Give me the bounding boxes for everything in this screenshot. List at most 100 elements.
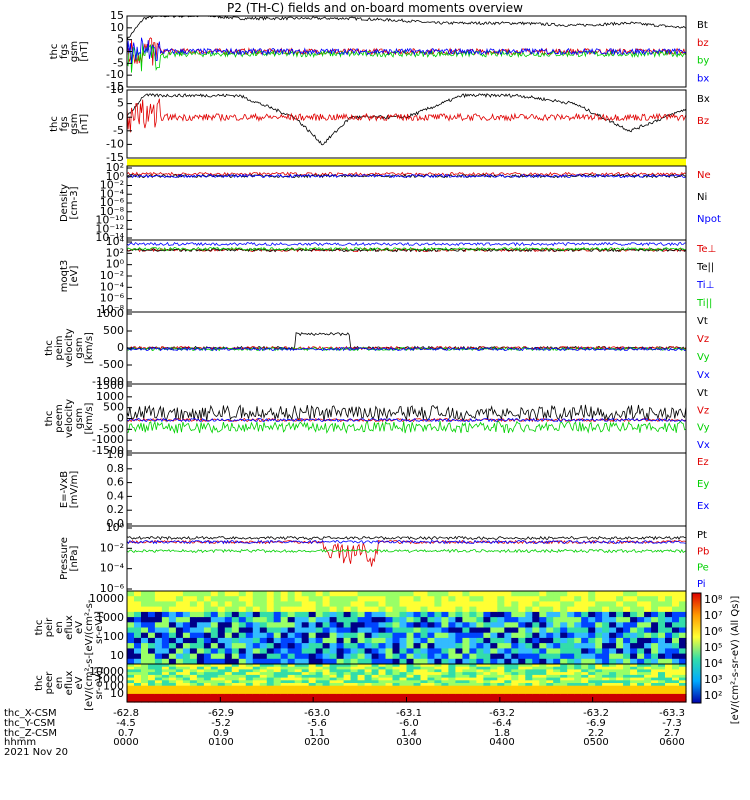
panel-frame: [126, 89, 687, 159]
legend-entry: Vy: [697, 423, 710, 434]
electron-spectrogram: [127, 664, 687, 703]
y-axis-label: gsm: [74, 337, 85, 358]
y-tick-label: -1500: [92, 444, 124, 457]
y-axis-label: velocity: [64, 328, 75, 367]
y-tick-label: 1000: [96, 611, 124, 624]
series-line-Pt: [126, 535, 687, 541]
y-tick-label: -500: [99, 358, 124, 371]
y-axis-label: eflux: [64, 671, 75, 696]
legend-entry: Ti⊥: [696, 280, 714, 291]
y-axis-label: [cm-3]: [69, 186, 80, 219]
colorbar-label: [eV/(cm²-s-sr-eV) (All Qs)]: [730, 596, 741, 725]
y-tick-label: -1000: [92, 433, 124, 446]
series-line-Ne: [126, 171, 687, 177]
y-tick-label: 15: [110, 9, 124, 22]
legend-entry: Vt: [697, 388, 708, 399]
footer-value: 0400: [489, 737, 515, 749]
y-axis-label: sr-eV)]: [94, 611, 105, 644]
legend-entry: Bt: [697, 20, 708, 31]
y-axis-label: thc: [49, 44, 60, 60]
series-line-Bx: [126, 93, 687, 146]
y-tick-label: 0: [117, 412, 124, 425]
footer-row-x: thc_X-CSM -62.8 -62.9 -63.0 -63.1 -63.2 …: [4, 708, 685, 719]
y-tick-label: 10⁻⁴: [100, 280, 125, 293]
legend-entry: Ne: [697, 170, 711, 181]
footer-value: 0.7: [118, 727, 134, 739]
y-tick-label: -1000: [92, 375, 124, 388]
y-axis-label: [eV/(cm²-s-: [84, 655, 95, 711]
footer-value: -62.8: [113, 708, 139, 719]
y-tick-label: 1.0: [107, 448, 125, 461]
y-axis-label: [eV]: [69, 266, 80, 287]
footer-row-z: thc_Z-CSM 0.7 0.9 1.1 1.4 1.8 2.2 2.7: [4, 727, 684, 739]
legend-entry: bx: [697, 73, 709, 84]
panel-frame: [126, 15, 687, 88]
series-line-Vy: [126, 420, 687, 435]
footer-value: 0200: [304, 737, 330, 749]
legend-entry: Ez: [697, 457, 709, 468]
y-tick-label: 10: [110, 21, 124, 34]
footer-value: 0600: [659, 737, 685, 749]
y-axis-label: [km/s]: [84, 402, 95, 434]
y-tick-label: 10⁻²: [100, 269, 124, 282]
legend-entry: Pt: [697, 530, 707, 541]
y-axis-label: [nT]: [79, 114, 90, 134]
legend-entry: Ex: [697, 501, 709, 512]
y-tick-label: 10²: [106, 246, 124, 259]
footer-date: 2021 Nov 20: [4, 747, 69, 759]
footer-value: 2.2: [588, 727, 604, 739]
footer-value: -63.2: [489, 708, 515, 719]
legend-entry: Te⊥: [696, 244, 716, 255]
y-tick-label: 10000: [89, 592, 124, 605]
footer-label: hhmm: [4, 737, 37, 749]
y-axis-label: thc: [44, 340, 55, 356]
y-tick-label: 10: [110, 83, 124, 96]
spacecraft-mode-bar: [127, 159, 686, 166]
legend-entry: Vz: [697, 334, 709, 345]
legend-entry: Ni: [697, 192, 707, 203]
legend-entry: by: [697, 56, 709, 67]
footer-value: -5.2: [211, 717, 231, 729]
y-tick-label: 100: [103, 680, 124, 693]
footer-value: 0000: [113, 737, 139, 749]
y-tick-label: 10⁴: [106, 235, 125, 248]
y-tick-label: 10000: [89, 665, 124, 678]
y-tick-label: 10⁻¹⁴: [95, 231, 124, 244]
series-line-bx: [126, 37, 687, 65]
y-axis-label: gsm: [74, 408, 85, 429]
colorbar-tick-label: 10⁸: [704, 593, 723, 606]
y-tick-label: 100: [103, 630, 124, 643]
y-axis-label: Pressure: [59, 537, 70, 580]
footer-value: -63.3: [659, 708, 685, 719]
colorbar-tick-label: 10⁷: [704, 609, 722, 622]
orbit-footer: thc_X-CSM -62.8 -62.9 -63.0 -63.1 -63.2 …: [4, 708, 685, 799]
footer-value: 1.1: [309, 727, 325, 739]
y-axis-label: peem: [54, 404, 65, 432]
y-tick-label: 0.8: [107, 462, 125, 475]
y-tick-label: 10⁻⁶: [100, 196, 125, 209]
y-tick-label: 10⁻⁴: [100, 562, 125, 575]
series-line-Ti⊥: [126, 241, 686, 247]
y-axis-label: gsm: [69, 41, 80, 62]
footer-value: 1.4: [401, 727, 417, 739]
y-axis-label: peer: [44, 671, 55, 695]
ion-spectrogram: [127, 591, 687, 665]
footer-value: 0500: [583, 737, 609, 749]
legend-entry: Te||: [696, 262, 714, 273]
y-tick-label: 10⁻¹²: [95, 222, 124, 235]
y-tick-label: 0: [117, 45, 124, 58]
y-axis-label: sr-eV)]: [94, 666, 105, 699]
series-line-Pe: [126, 548, 687, 554]
y-tick-label: 10⁻⁴: [100, 187, 125, 200]
series-line-Ni: [126, 173, 687, 179]
y-axis-label: thc: [34, 675, 45, 691]
y-tick-label: 0.6: [107, 476, 125, 489]
y-tick-label: 5: [117, 33, 124, 46]
footer-value: -6.0: [399, 717, 419, 729]
y-axis-label: [nT]: [79, 41, 90, 61]
legend-entry: Vx: [697, 440, 710, 451]
y-tick-label: 10⁻⁶: [100, 582, 125, 595]
footer-row-date: 2021 Nov 20: [4, 748, 684, 758]
footer-value: -63.2: [583, 708, 609, 719]
